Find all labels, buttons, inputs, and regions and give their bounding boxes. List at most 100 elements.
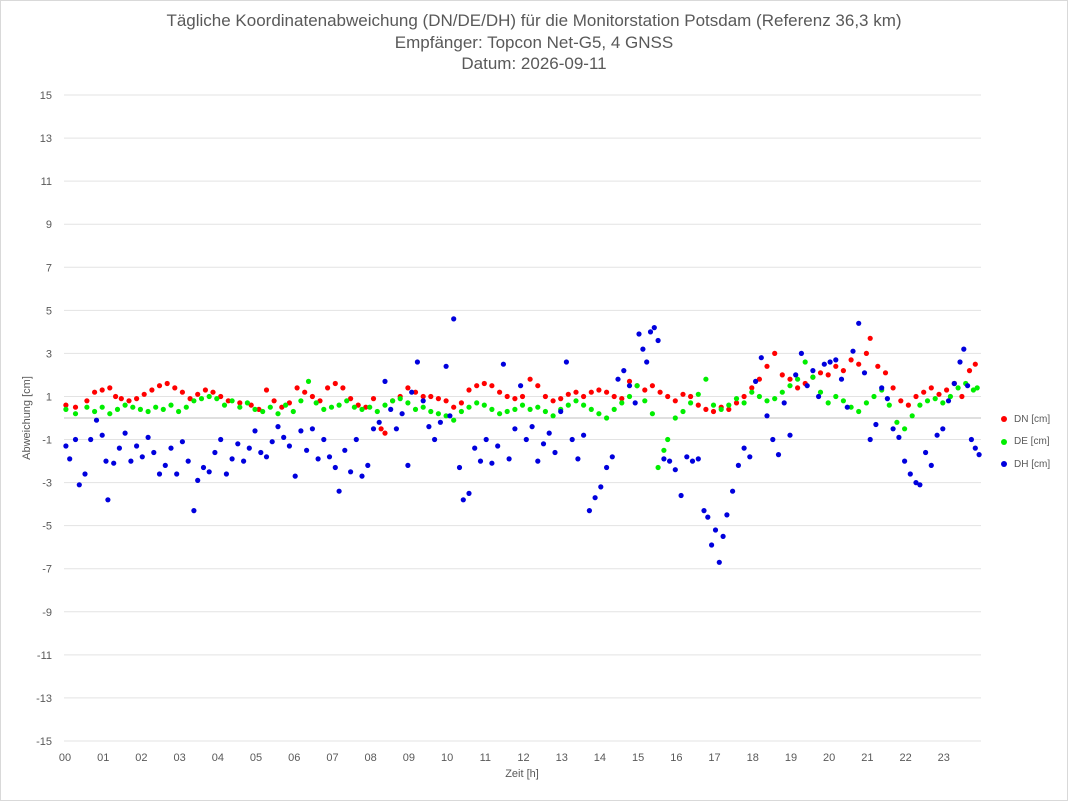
data-point xyxy=(342,447,348,453)
data-point xyxy=(497,411,503,417)
data-point xyxy=(137,406,143,412)
data-point xyxy=(351,404,357,410)
data-point xyxy=(535,404,541,410)
data-point xyxy=(609,454,615,460)
data-point xyxy=(596,387,602,393)
data-point xyxy=(621,368,627,374)
data-point xyxy=(72,411,79,417)
data-point xyxy=(816,393,822,400)
x-tick-label: 23 xyxy=(938,752,950,764)
data-point xyxy=(581,432,587,438)
data-point xyxy=(256,406,262,412)
y-tick-label: -3 xyxy=(42,478,52,490)
data-point xyxy=(644,359,650,365)
data-point xyxy=(634,383,640,389)
data-point xyxy=(850,348,856,354)
data-point xyxy=(263,387,270,393)
data-point xyxy=(604,389,610,395)
data-point xyxy=(581,393,587,400)
x-tick-label: 18 xyxy=(747,752,759,764)
data-point xyxy=(661,456,667,462)
data-point xyxy=(420,393,426,400)
data-point xyxy=(179,389,185,395)
data-point xyxy=(772,396,778,402)
x-tick-label: 17 xyxy=(708,752,720,764)
data-point xyxy=(688,393,694,400)
data-point xyxy=(844,404,850,410)
data-point xyxy=(787,383,793,389)
data-point xyxy=(569,436,575,443)
data-point xyxy=(432,436,438,443)
data-point xyxy=(206,393,212,400)
data-point xyxy=(512,396,518,402)
data-point xyxy=(642,398,648,404)
x-tick-label: 21 xyxy=(861,752,873,764)
data-point xyxy=(130,404,136,410)
data-point xyxy=(237,400,243,406)
y-tick-label: 11 xyxy=(41,176,52,188)
data-point xyxy=(672,415,678,421)
data-point xyxy=(88,436,94,443)
x-tick-label: 06 xyxy=(288,752,300,764)
data-point xyxy=(558,408,564,415)
data-point xyxy=(82,471,88,477)
data-point xyxy=(145,434,151,440)
data-point xyxy=(267,404,273,410)
data-point xyxy=(902,458,908,464)
x-axis-label: Zeit [h] xyxy=(505,768,539,780)
y-tick-label: -7 xyxy=(42,564,52,576)
data-point xyxy=(218,436,224,443)
data-point xyxy=(305,378,312,384)
data-point xyxy=(409,389,415,395)
data-point xyxy=(802,359,808,365)
data-point xyxy=(923,449,929,456)
data-point xyxy=(348,469,354,475)
data-point xyxy=(374,408,380,415)
data-point xyxy=(149,387,155,393)
data-point xyxy=(565,402,571,408)
data-point xyxy=(481,380,487,387)
data-point xyxy=(435,396,441,402)
data-point xyxy=(340,385,346,391)
data-point xyxy=(160,406,166,412)
y-tick-label: -1 xyxy=(42,435,52,447)
x-tick-label: 10 xyxy=(441,752,453,764)
data-point xyxy=(365,462,371,468)
data-point xyxy=(390,398,396,404)
data-point xyxy=(279,404,285,410)
data-point xyxy=(174,471,180,477)
data-point xyxy=(928,462,934,468)
data-point xyxy=(298,398,304,404)
data-point xyxy=(489,406,495,412)
chart-subtitle: Empfänger: Topcon Net-G5, 4 GNSS xyxy=(394,32,674,52)
data-point xyxy=(378,426,384,432)
data-point xyxy=(647,329,654,335)
data-point xyxy=(756,376,763,382)
data-point xyxy=(63,406,69,412)
data-point xyxy=(275,424,281,430)
data-point xyxy=(871,393,877,400)
x-tick-label: 11 xyxy=(480,752,491,764)
data-point xyxy=(703,406,709,412)
data-point xyxy=(162,462,168,468)
data-point xyxy=(546,430,552,436)
data-point xyxy=(187,396,193,402)
data-point xyxy=(672,398,678,404)
data-point xyxy=(951,380,957,387)
data-point xyxy=(304,447,310,453)
data-point xyxy=(588,389,594,395)
x-tick-label: 15 xyxy=(632,752,644,764)
data-point xyxy=(905,402,912,408)
y-tick-label: 5 xyxy=(46,305,52,317)
data-point xyxy=(772,350,778,356)
data-point xyxy=(753,378,759,384)
x-tick-label: 03 xyxy=(174,752,186,764)
data-point xyxy=(269,439,275,445)
data-point xyxy=(810,374,816,380)
data-point xyxy=(388,406,394,412)
data-point xyxy=(573,398,579,404)
data-point xyxy=(817,389,824,395)
data-point xyxy=(336,402,342,408)
legend-marker xyxy=(1001,438,1007,445)
data-point xyxy=(529,424,535,430)
